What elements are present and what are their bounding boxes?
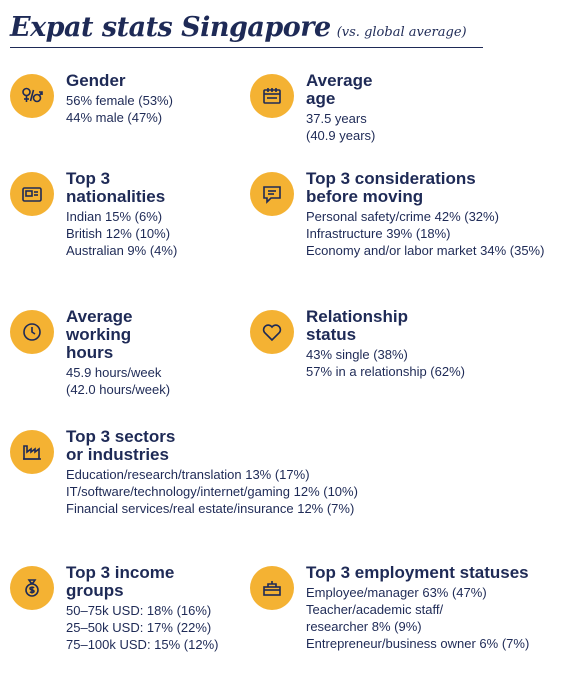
- sectors-line: IT/software/technology/internet/gaming 1…: [66, 484, 358, 499]
- hours-line: (42.0 hours/week): [66, 382, 171, 397]
- gender-line: 44% male (47%): [66, 110, 163, 125]
- relationship-line: 43% single (38%): [306, 347, 408, 362]
- page-subtitle: (vs. global average): [336, 25, 467, 40]
- employment-line: researcher 8% (9%): [306, 619, 422, 634]
- title-row: Expat stats Singapore (vs. global averag…: [10, 12, 570, 48]
- considerations-heading: Top 3 considerations before moving: [306, 169, 476, 206]
- factory-icon: [10, 430, 54, 474]
- heart-icon: [250, 310, 294, 354]
- speech-bubble-icon: [250, 172, 294, 216]
- gender-icon: [10, 74, 54, 118]
- gender-heading: Gender: [66, 71, 126, 90]
- nationalities-line: Indian 15% (6%): [66, 209, 163, 224]
- clock-icon: [10, 310, 54, 354]
- employment-line: Employee/manager 63% (47%): [306, 585, 487, 600]
- considerations-line: Economy and/or labor market 34% (35%): [306, 243, 545, 258]
- nationalities-heading: Top 3 nationalities: [66, 169, 166, 206]
- gender-line: 56% female (53%): [66, 93, 173, 108]
- sectors-line: Financial services/real estate/insurance…: [66, 501, 355, 516]
- income-line: 50–75k USD: 18% (16%): [66, 603, 212, 618]
- employment-line: Teacher/academic staff/: [306, 602, 444, 617]
- sectors-line: Education/research/translation 13% (17%): [66, 467, 310, 482]
- age-heading: Average age: [306, 71, 373, 108]
- passport-icon: [10, 172, 54, 216]
- income-heading: Top 3 income groups: [66, 563, 175, 600]
- hours-line: 45.9 hours/week: [66, 365, 162, 380]
- desk-icon: [250, 566, 294, 610]
- nationalities-line: Australian 9% (4%): [66, 243, 178, 258]
- income-line: 25–50k USD: 17% (22%): [66, 620, 212, 635]
- hours-heading: Average working hours: [66, 307, 133, 362]
- sectors-heading: Top 3 sectors or industries: [66, 427, 176, 464]
- income-line: 75–100k USD: 15% (12%): [66, 637, 219, 652]
- page-title: Expat stats Singapore: [10, 12, 331, 43]
- title-underline: [10, 47, 483, 48]
- considerations-line: Personal safety/crime 42% (32%): [306, 209, 499, 224]
- relationship-heading: Relationship status: [306, 307, 409, 344]
- age-line: 37.5 years: [306, 111, 367, 126]
- nationalities-line: British 12% (10%): [66, 226, 171, 241]
- age-line: (40.9 years): [306, 128, 376, 143]
- employment-line: Entrepreneur/business owner 6% (7%): [306, 636, 530, 651]
- relationship-line: 57% in a relationship (62%): [306, 364, 465, 379]
- considerations-line: Infrastructure 39% (18%): [306, 226, 451, 241]
- money-bag-icon: [10, 566, 54, 610]
- employment-heading: Top 3 employment statuses: [306, 563, 529, 582]
- calendar-icon: [250, 74, 294, 118]
